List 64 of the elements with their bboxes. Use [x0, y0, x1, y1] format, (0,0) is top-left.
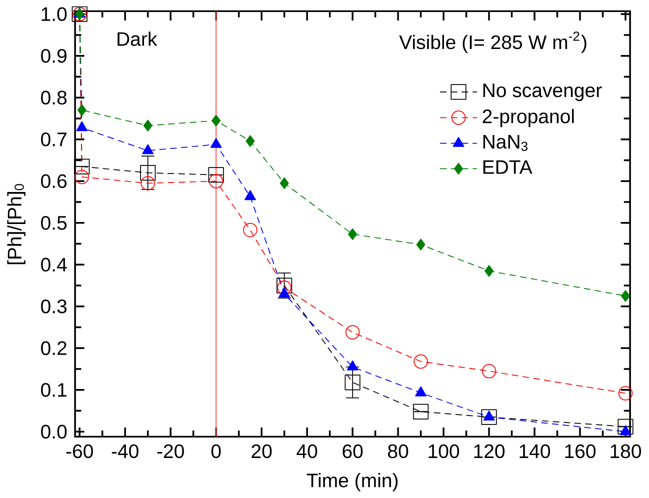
point — [621, 290, 630, 302]
x-tick-label: 180 — [610, 444, 642, 458]
point — [212, 114, 221, 126]
x-tick-label: 0 — [211, 444, 221, 458]
point — [280, 177, 289, 189]
point — [244, 190, 256, 200]
x-tick-label: 140 — [520, 444, 550, 458]
point — [414, 354, 428, 368]
point — [75, 8, 84, 20]
point — [620, 424, 632, 435]
point — [74, 158, 90, 174]
point — [344, 374, 360, 390]
x-tick-label: 20 — [252, 444, 272, 458]
point — [140, 176, 155, 190]
point — [618, 386, 633, 400]
point — [483, 410, 495, 420]
y-tick-label: 0.0 — [41, 424, 67, 438]
point — [208, 174, 224, 188]
y-tick-label: 0.3 — [41, 299, 67, 314]
point — [143, 120, 152, 132]
point — [618, 418, 634, 434]
point — [345, 324, 360, 340]
point — [412, 404, 429, 420]
x-tick-label: -40 — [112, 444, 138, 458]
x-tick-label: 80 — [388, 444, 408, 458]
y-tick-label: 0.6 — [41, 174, 67, 188]
x-tick-label: 160 — [565, 444, 596, 458]
x-tick-label: 60 — [342, 444, 363, 458]
x-tick-label: 120 — [474, 444, 505, 458]
point — [278, 287, 290, 298]
y-tick-label: 0.7 — [41, 132, 66, 146]
annotation: Visible (I= 285 W m$^{-2}$) — [399, 31, 586, 53]
y-tick-label: 0.8 — [41, 90, 67, 104]
point — [416, 238, 426, 250]
point — [415, 386, 426, 396]
point — [481, 409, 497, 425]
x-tick-label: 40 — [296, 444, 318, 458]
point — [210, 138, 222, 148]
legend-label: NaN$_{3}$ — [483, 134, 528, 151]
y-tick-label: 0.4 — [41, 258, 67, 272]
y-tick-label: 0.5 — [41, 216, 67, 230]
x-tick-label: 100 — [428, 444, 460, 458]
point — [208, 166, 224, 182]
point — [246, 134, 255, 147]
point — [348, 228, 358, 240]
x-axis-title: Time (min) — [306, 472, 398, 492]
y-tick-label: 1.0 — [42, 6, 67, 21]
point — [482, 364, 496, 378]
legend-label: EDTA — [483, 160, 532, 174]
x-tick-label: -20 — [157, 444, 184, 458]
point — [140, 164, 156, 180]
legend-label: No scavenger — [483, 83, 602, 101]
point — [346, 360, 358, 370]
y-axis-title: [Ph]/[Ph]$_{0}$ — [7, 184, 26, 264]
legend-label: 2-propanol — [482, 108, 574, 127]
point — [74, 170, 90, 184]
point — [77, 104, 86, 116]
y-tick-label: 0.1 — [41, 382, 66, 397]
x-tick-label: -60 — [66, 444, 93, 458]
y-tick-label: 0.9 — [41, 48, 66, 63]
point — [484, 264, 494, 277]
y-tick-label: 0.2 — [41, 341, 66, 355]
annotation: Dark — [118, 31, 158, 46]
point — [243, 222, 258, 237]
